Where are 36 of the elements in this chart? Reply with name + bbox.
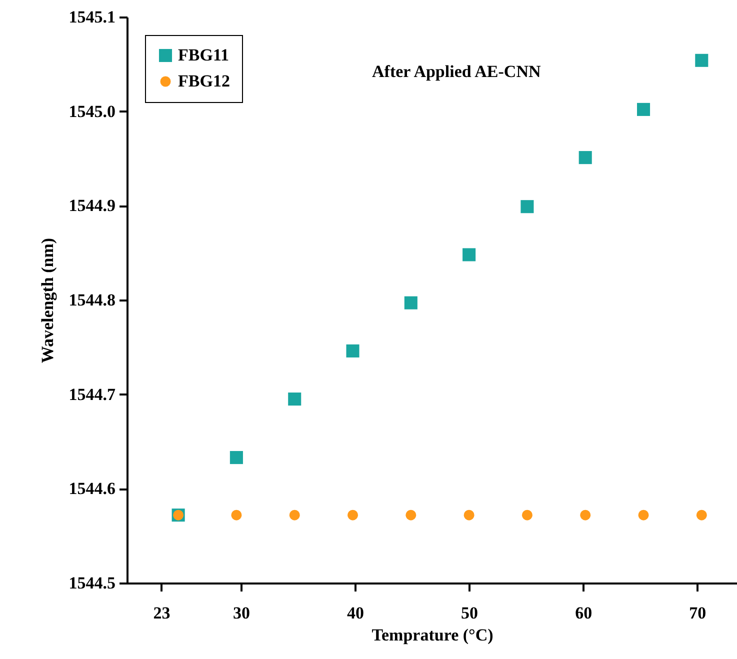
y-axis-title: Wavelength (nm) xyxy=(38,238,57,364)
point xyxy=(346,344,360,358)
legend-label: FBG11 xyxy=(178,46,230,64)
x-tick-label: 70 xyxy=(689,604,706,622)
y-tick-label: 1544.8 xyxy=(68,290,116,310)
x-tick-label: 23 xyxy=(153,604,170,622)
y-tick-label: 1544.5 xyxy=(68,574,116,592)
point xyxy=(520,200,534,214)
point xyxy=(578,151,592,164)
annotation: After Applied AE-CNN xyxy=(372,62,542,81)
y-tick-label: 1544.9 xyxy=(68,196,116,216)
legend-label: FBG12 xyxy=(178,72,230,90)
point xyxy=(462,248,476,262)
point xyxy=(289,510,300,520)
point xyxy=(638,510,649,520)
y-tick-label: 1544.7 xyxy=(68,384,116,404)
point xyxy=(230,451,243,464)
x-axis-title: Temprature (°C) xyxy=(372,626,494,644)
point xyxy=(580,510,591,520)
point xyxy=(696,510,707,520)
point xyxy=(231,510,242,520)
point xyxy=(636,102,650,116)
x-tick-label: 30 xyxy=(233,604,250,622)
point xyxy=(522,510,532,520)
point xyxy=(288,392,302,406)
x-tick-label: 50 xyxy=(461,604,478,622)
point xyxy=(348,510,358,520)
point xyxy=(404,296,418,310)
y-tick-label: 1545.0 xyxy=(68,102,116,121)
point xyxy=(464,510,474,520)
point xyxy=(406,510,416,520)
x-tick-label: 40 xyxy=(347,604,364,622)
point xyxy=(695,54,708,67)
y-tick-label: 1545.1 xyxy=(68,8,116,26)
x-tick-label: 60 xyxy=(575,604,592,622)
y-tick-label: 1544.6 xyxy=(68,479,116,498)
